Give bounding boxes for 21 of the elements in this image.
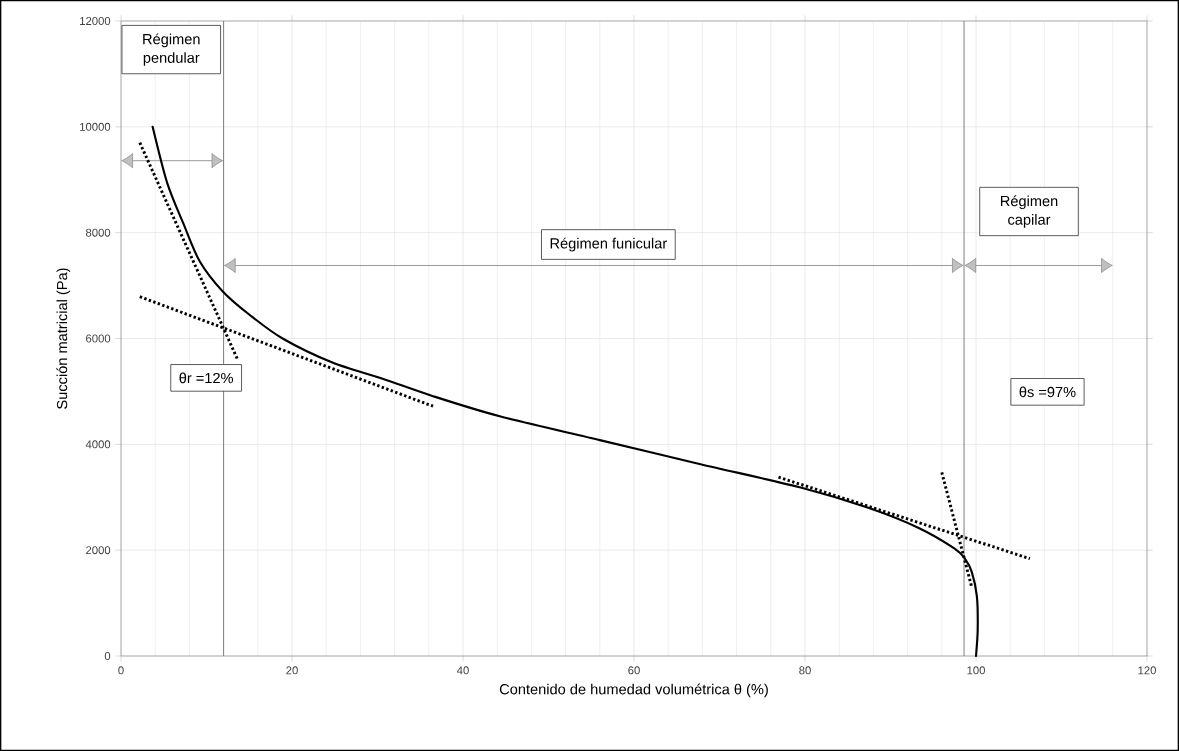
x-tick-label: 0 bbox=[118, 666, 124, 675]
y-axis-title: Succión matricial (Pa) bbox=[56, 268, 71, 409]
x-tick-label: 20 bbox=[286, 666, 298, 675]
y-tick-label: 12000 bbox=[80, 17, 111, 25]
y-tick-label: 6000 bbox=[86, 334, 111, 343]
x-tick-label: 80 bbox=[799, 666, 811, 675]
x-tick-label: 120 bbox=[1138, 666, 1156, 675]
annotation: θr =12% bbox=[179, 372, 234, 384]
y-tick-label: 10000 bbox=[80, 122, 111, 131]
x-tick-label: 60 bbox=[628, 666, 640, 675]
annotation: Régimen funicular bbox=[550, 237, 667, 252]
y-tick-label: 0 bbox=[104, 652, 111, 660]
x-tick-label: 40 bbox=[456, 666, 469, 675]
y-tick-label: 8000 bbox=[86, 228, 111, 237]
annotation: Régimen pendular bbox=[143, 33, 200, 66]
y-tick-label: 4000 bbox=[85, 440, 111, 449]
annotation: θs =97% bbox=[1019, 386, 1076, 398]
x-axis-title: Contenido de humedad volumétrica θ (%) bbox=[499, 683, 768, 698]
x-tick-label: 100 bbox=[967, 666, 985, 675]
annotation: Régimen capilar bbox=[1000, 195, 1058, 228]
y-tick-label: 2000 bbox=[86, 546, 111, 555]
